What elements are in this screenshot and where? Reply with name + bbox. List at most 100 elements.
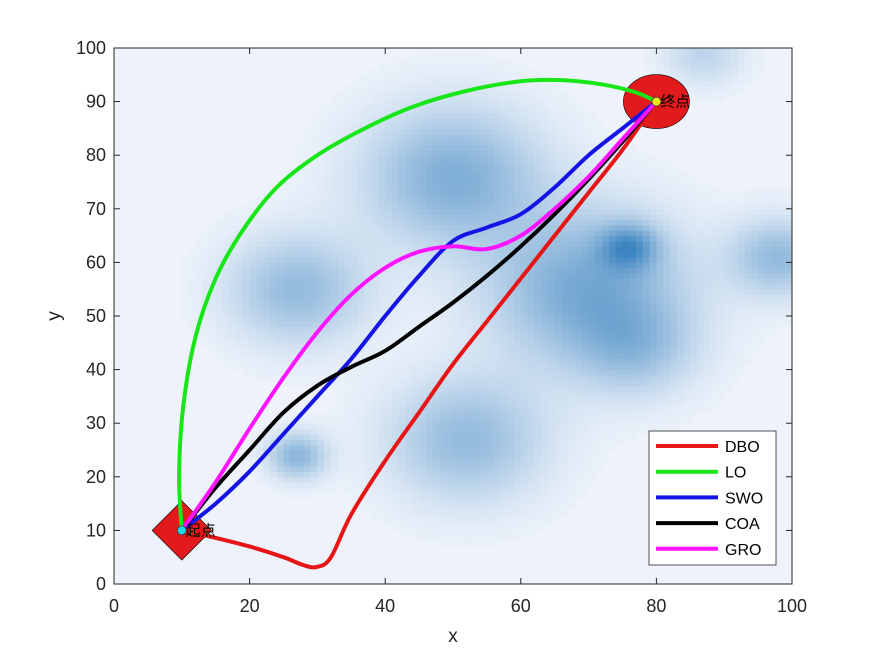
- heatmap-cell: [595, 278, 603, 285]
- heatmap-cell: [391, 128, 400, 135]
- heatmap-cell: [439, 278, 447, 285]
- heatmap-cell: [527, 278, 535, 285]
- heatmap-cell: [493, 74, 502, 81]
- heatmap-cell: [480, 230, 488, 237]
- heatmap-cell: [669, 230, 678, 237]
- heatmap-cell: [622, 332, 630, 339]
- heatmap-cell: [263, 332, 271, 339]
- heatmap-cell: [527, 160, 535, 167]
- heatmap-cell: [317, 482, 325, 489]
- heatmap-cell: [622, 182, 630, 188]
- heatmap-cell: [432, 128, 441, 135]
- heatmap-cell: [622, 401, 630, 408]
- heatmap-cell: [527, 460, 535, 467]
- heatmap-cell: [364, 305, 373, 312]
- heatmap-cell: [636, 182, 644, 188]
- heatmap-cell: [364, 90, 373, 97]
- heatmap-cell: [432, 337, 441, 344]
- heatmap-cell: [317, 117, 325, 124]
- heatmap-cell: [480, 503, 488, 510]
- heatmap-cell: [514, 192, 522, 199]
- heatmap-cell: [575, 374, 583, 381]
- heatmap-cell: [486, 476, 495, 483]
- heatmap-cell: [269, 321, 278, 328]
- heatmap-cell: [290, 182, 298, 188]
- heatmap-cell: [514, 353, 522, 360]
- heatmap-cell: [595, 219, 603, 226]
- heatmap-cell: [534, 326, 542, 333]
- heatmap-cell: [432, 90, 441, 97]
- heatmap-cell: [547, 337, 556, 344]
- heatmap-cell: [629, 192, 637, 199]
- heatmap-cell: [303, 348, 312, 355]
- heatmap-cell: [459, 407, 468, 414]
- heatmap-cell: [669, 273, 678, 280]
- heatmap-cell: [405, 176, 413, 183]
- heatmap-cell: [351, 101, 359, 108]
- heatmap-cell: [398, 498, 407, 505]
- heatmap-cell: [439, 283, 447, 290]
- heatmap-cell: [466, 176, 474, 183]
- heatmap-cell: [636, 192, 644, 199]
- heatmap-cell: [459, 439, 468, 446]
- heatmap-cell: [419, 364, 427, 371]
- heatmap-cell: [486, 203, 495, 210]
- heatmap-cell: [425, 257, 434, 263]
- heatmap-cell: [642, 401, 651, 408]
- heatmap-cell: [527, 273, 535, 280]
- heatmap-cell: [568, 144, 576, 151]
- heatmap-cell: [391, 74, 400, 81]
- heatmap-cell: [269, 428, 278, 435]
- heatmap-cell: [425, 128, 434, 135]
- heatmap-cell: [351, 332, 359, 339]
- heatmap-cell: [330, 182, 339, 188]
- heatmap-cell: [575, 112, 583, 119]
- heatmap-cell: [669, 385, 678, 392]
- heatmap-cell: [256, 332, 264, 339]
- heatmap-cell: [317, 412, 325, 419]
- heatmap-cell: [364, 112, 373, 119]
- heatmap-cell: [269, 487, 278, 494]
- heatmap-cell: [669, 369, 678, 376]
- heatmap-cell: [242, 203, 251, 210]
- heatmap-cell: [534, 514, 542, 521]
- heatmap-cell: [405, 492, 413, 499]
- heatmap-cell: [500, 278, 508, 285]
- heatmap-cell: [561, 385, 569, 392]
- heatmap-cell: [229, 214, 237, 221]
- heatmap-cell: [297, 278, 305, 285]
- heatmap-cell: [622, 412, 630, 419]
- heatmap-cell: [636, 380, 644, 387]
- heatmap-cell: [419, 310, 427, 317]
- heatmap-cell: [608, 423, 617, 430]
- heatmap-cell: [276, 246, 285, 253]
- heatmap-cell: [297, 428, 305, 435]
- heatmap-cell: [310, 460, 318, 467]
- heatmap-cell: [398, 444, 407, 451]
- heatmap-cell: [636, 342, 644, 349]
- heatmap-cell: [459, 476, 468, 483]
- heatmap-cell: [595, 123, 603, 129]
- heatmap-cell: [337, 310, 346, 317]
- heatmap-cell: [310, 455, 318, 462]
- heatmap-cell: [412, 428, 420, 435]
- heatmap-cell: [249, 230, 257, 237]
- heatmap-cell: [554, 316, 563, 322]
- heatmap-cell: [669, 407, 678, 414]
- heatmap-cell: [466, 348, 474, 355]
- heatmap-cell: [568, 214, 576, 221]
- heatmap-cell: [371, 251, 380, 258]
- heatmap-cell: [520, 310, 529, 317]
- heatmap-cell: [554, 289, 563, 296]
- heatmap-cell: [385, 235, 393, 242]
- heatmap-cell: [215, 353, 224, 360]
- heatmap-cell: [561, 498, 569, 505]
- heatmap-cell: [310, 182, 318, 188]
- heatmap-cell: [439, 53, 447, 60]
- heatmap-cell: [405, 294, 413, 301]
- heatmap-cell: [446, 251, 454, 258]
- heatmap-cell: [324, 460, 332, 467]
- heatmap-cell: [520, 460, 529, 467]
- heatmap-cell: [534, 128, 542, 135]
- heatmap-cell: [398, 251, 407, 258]
